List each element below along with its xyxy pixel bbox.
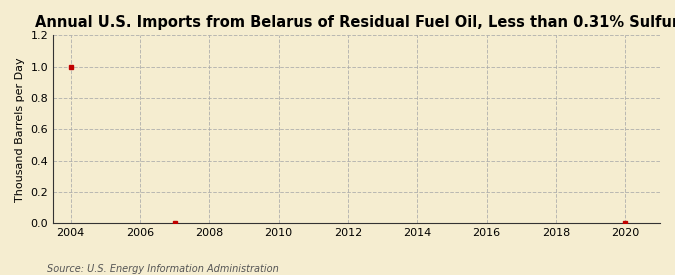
Title: Annual U.S. Imports from Belarus of Residual Fuel Oil, Less than 0.31% Sulfur: Annual U.S. Imports from Belarus of Resi… [34, 15, 675, 30]
Text: Source: U.S. Energy Information Administration: Source: U.S. Energy Information Administ… [47, 264, 279, 274]
Y-axis label: Thousand Barrels per Day: Thousand Barrels per Day [15, 57, 25, 202]
